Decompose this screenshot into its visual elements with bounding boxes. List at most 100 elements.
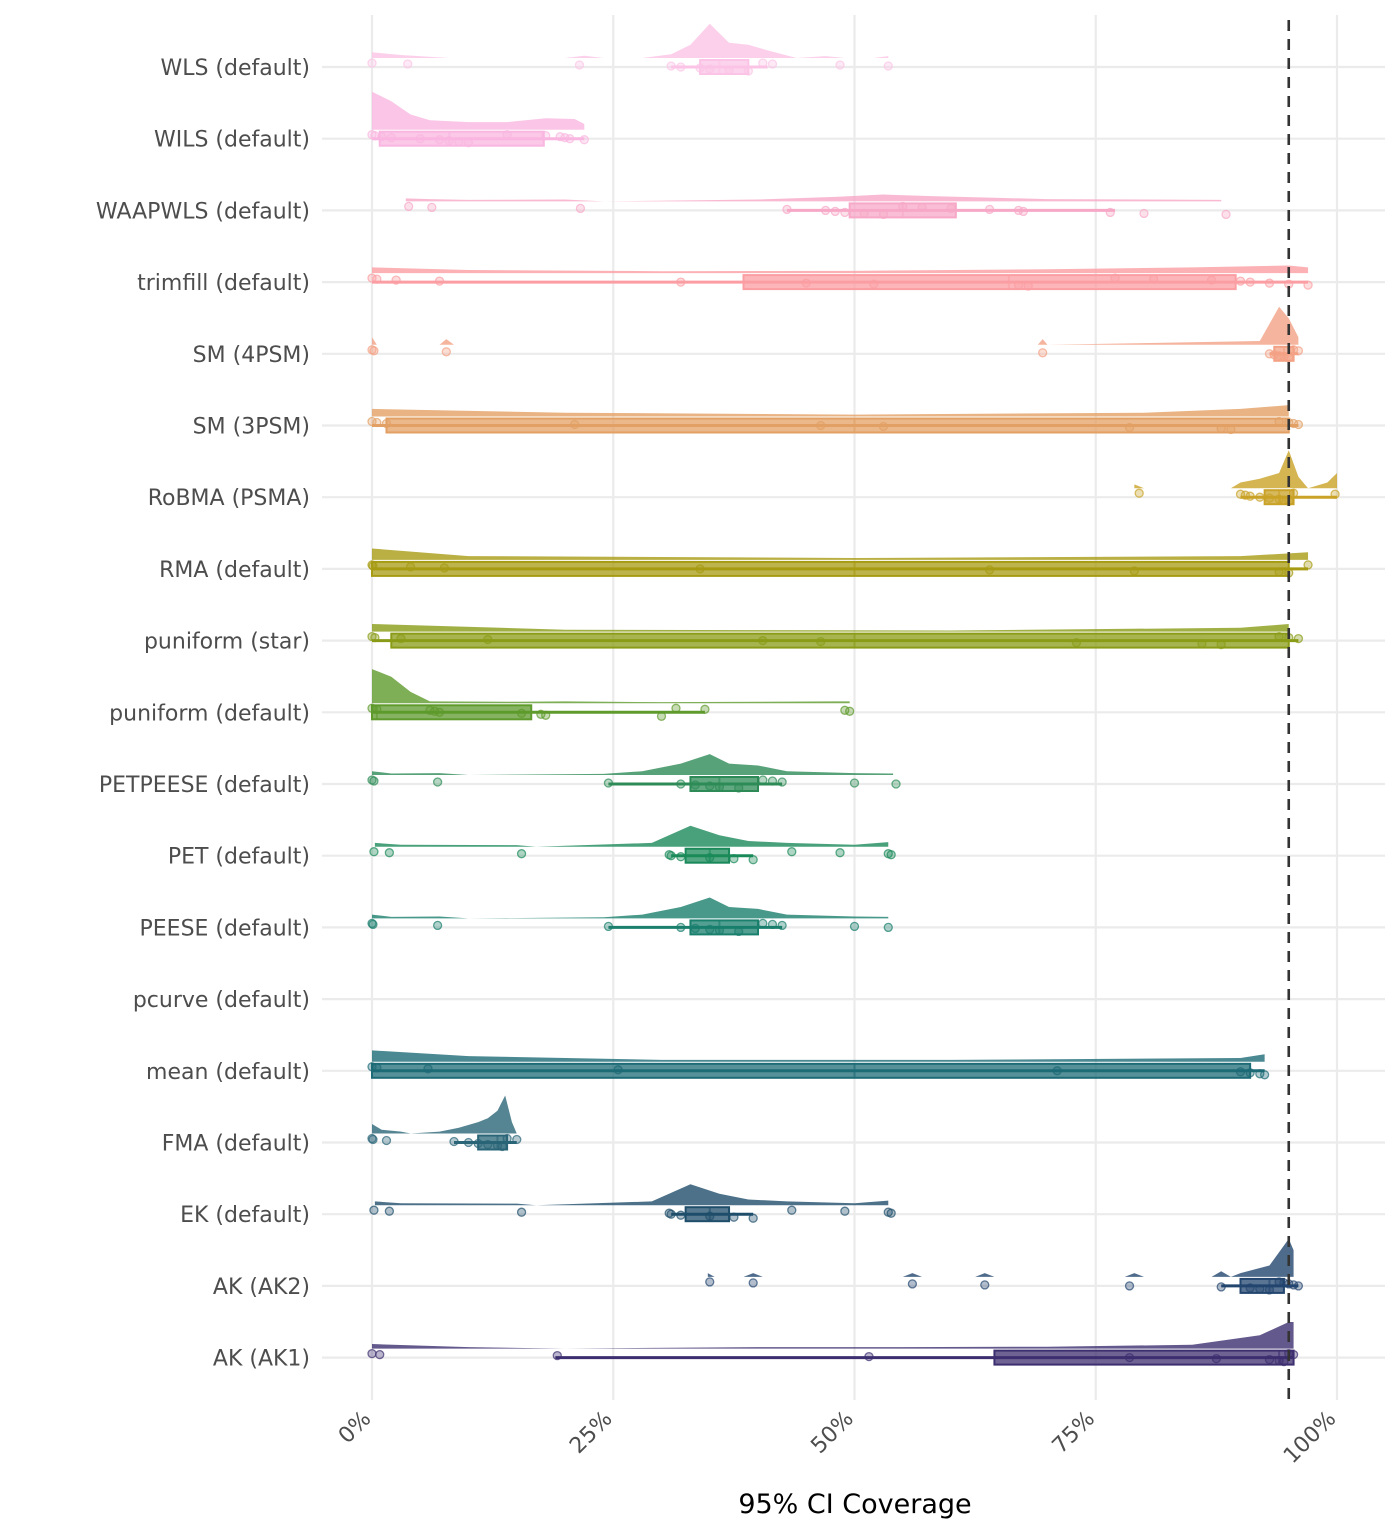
data-point — [705, 64, 715, 74]
data-point — [376, 132, 387, 142]
data-point — [690, 780, 700, 790]
y-label: WAAPWLS (default) — [96, 199, 310, 224]
data-point — [705, 1277, 715, 1287]
data-point — [946, 203, 956, 214]
data-point — [1124, 422, 1135, 433]
data-point — [767, 776, 778, 786]
data-point — [439, 563, 450, 573]
raw-points — [367, 58, 1340, 1367]
y-label: SM (3PSM) — [193, 415, 310, 440]
data-point — [767, 919, 778, 930]
data-point — [434, 707, 445, 717]
y-label: PET (default) — [168, 845, 310, 870]
data-point — [886, 850, 896, 860]
data-point — [367, 58, 377, 68]
data-point — [381, 418, 392, 429]
y-label: puniform (default) — [109, 701, 310, 726]
data-point — [613, 1065, 623, 1075]
y-label: PETPEESE (default) — [99, 773, 310, 798]
data-point — [748, 1278, 758, 1288]
data-point — [729, 1212, 739, 1222]
density-cloud — [372, 754, 894, 775]
y-label: SM (4PSM) — [193, 343, 310, 368]
data-point — [1124, 1281, 1135, 1291]
data-point — [1245, 491, 1255, 501]
data-point — [1259, 1070, 1270, 1080]
data-point — [372, 417, 382, 428]
data-point — [748, 1213, 758, 1223]
data-point — [372, 704, 382, 714]
data-point — [483, 1139, 493, 1150]
x-tick-label: 50% — [806, 1407, 858, 1459]
data-point — [516, 708, 527, 718]
y-label: pcurve (default) — [133, 988, 310, 1013]
data-point — [1245, 1068, 1255, 1078]
data-point — [384, 1206, 395, 1216]
data-point — [816, 636, 826, 647]
data-point — [579, 135, 589, 145]
data-point — [1197, 638, 1207, 649]
data-point — [444, 136, 454, 146]
data-point — [434, 135, 445, 145]
density-cloud — [374, 825, 889, 847]
data-point — [748, 855, 758, 865]
y-label: RMA (default) — [159, 558, 310, 583]
box — [371, 1062, 1252, 1079]
y-axis-labels: WLS (default) WILS (default) WAAPWLS (defa… — [96, 56, 310, 1372]
data-point — [381, 1135, 392, 1146]
data-point — [1293, 633, 1304, 644]
data-point — [423, 1064, 433, 1074]
y-label: puniform (star) — [144, 630, 310, 655]
density-clouds — [372, 23, 1337, 1349]
data-point — [483, 634, 493, 645]
data-point — [463, 1137, 474, 1148]
data-point — [463, 138, 474, 148]
data-point — [1216, 1282, 1226, 1292]
density-cloud — [372, 624, 1289, 632]
density-cloud — [372, 91, 585, 130]
data-point — [386, 133, 396, 143]
data-point — [1071, 637, 1082, 648]
data-point — [1018, 206, 1029, 217]
data-point — [1284, 353, 1294, 363]
data-point — [369, 776, 379, 786]
data-point — [1330, 489, 1340, 499]
data-point — [502, 130, 512, 140]
data-point — [369, 1205, 379, 1215]
data-point — [883, 61, 893, 71]
data-point — [368, 561, 378, 571]
data-point — [1245, 277, 1255, 287]
data-point — [758, 775, 768, 785]
y-label: WLS (default) — [160, 56, 310, 81]
data-point — [1293, 346, 1304, 356]
data-point — [370, 131, 380, 141]
x-tick-label: 75% — [1048, 1407, 1100, 1459]
data-point — [1303, 280, 1313, 290]
data-point — [676, 922, 686, 933]
data-point — [603, 778, 614, 788]
data-point — [878, 421, 889, 432]
data-point — [782, 204, 792, 215]
data-point — [516, 1207, 527, 1217]
data-point — [984, 565, 995, 575]
data-point — [758, 635, 768, 646]
data-point — [830, 206, 840, 217]
x-tick-label: 100% — [1279, 1407, 1341, 1469]
data-point — [734, 783, 744, 793]
data-point — [396, 633, 406, 644]
data-point — [516, 849, 527, 859]
data-point — [1013, 280, 1024, 290]
box — [371, 560, 1290, 577]
box — [689, 919, 760, 936]
data-point — [714, 782, 725, 792]
density-cloud — [372, 1095, 517, 1134]
data-point — [700, 704, 710, 714]
data-point — [369, 847, 379, 857]
data-point — [404, 201, 414, 212]
data-point — [403, 59, 413, 69]
data-point — [512, 1134, 522, 1145]
data-point — [1216, 423, 1226, 434]
y-label: WILS (default) — [154, 128, 310, 153]
data-point — [1129, 566, 1139, 576]
data-point — [1038, 348, 1048, 358]
